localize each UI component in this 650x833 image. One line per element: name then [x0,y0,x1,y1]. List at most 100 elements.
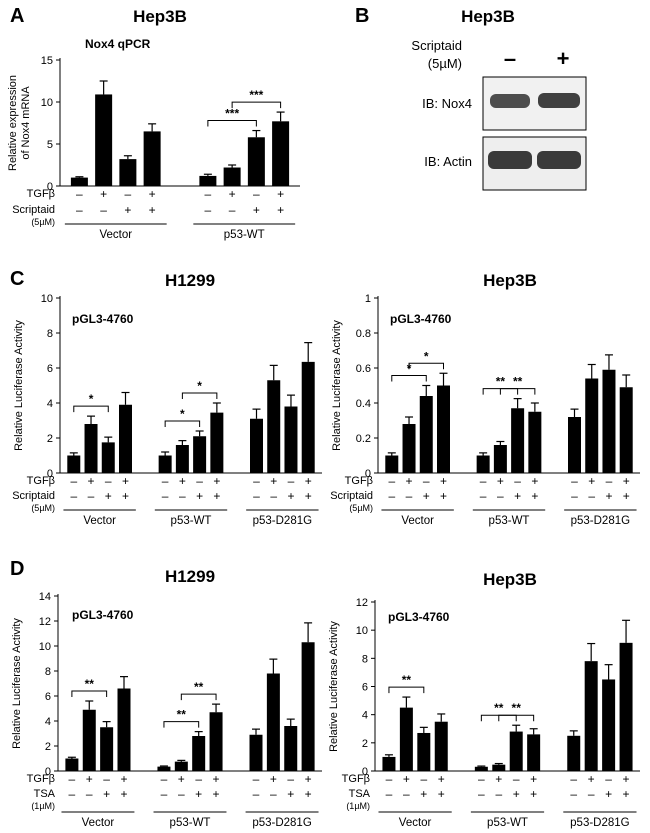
condition-sign: + [103,787,110,801]
significance-bracket [180,693,217,701]
condition-sign: + [213,489,220,503]
significance-label: * [180,407,185,421]
chart-title: H1299 [165,271,215,290]
actin-band-lane2 [537,151,581,169]
condition-sign: – [253,772,260,786]
condition-sign: + [440,474,447,488]
condition-sign: – [514,474,521,488]
bar [158,455,172,473]
bar [301,361,315,473]
condition-sign: – [605,772,612,786]
condition-sign: + [149,187,156,201]
condition-sign: + [531,489,538,503]
condition-sign: + [605,787,612,801]
condition-sign: + [270,772,277,786]
condition-sign: – [513,772,520,786]
y-axis-label: Relative Luciferase Activity [331,320,343,451]
condition-sign: + [196,489,203,503]
y-tick-label: 0.4 [356,398,371,410]
bar [119,404,132,473]
condition-sign: + [253,203,260,217]
condition-sign: + [122,489,129,503]
condition-sign: – [69,772,76,786]
blot-label-actin: IB: Actin [424,154,472,169]
bar [101,442,115,473]
panel-b-title: Hep3B [461,7,515,26]
bar [157,766,171,771]
condition-sign: + [305,787,312,801]
lane-sign-minus: – [504,46,516,71]
y-tick-label: 6 [362,682,368,694]
y-tick-label: 8 [362,653,368,665]
nox4-band-lane1 [490,94,530,108]
bar [382,756,396,771]
condition-sign: + [438,772,445,786]
significance-bracket [388,686,425,694]
significance-bracket [231,101,282,109]
condition-sign: + [100,187,107,201]
condition-sign: – [287,772,294,786]
condition-sign: – [196,474,203,488]
y-tick-label: 8 [45,666,51,678]
condition-sign: – [205,187,212,201]
y-tick-label: 10 [41,293,53,305]
bar [143,131,161,186]
inset-label: pGL3-4760 [388,610,450,624]
inset-label: pGL3-4760 [72,608,134,622]
bar [527,734,541,771]
y-axis-label-line2: of Nox4 mRNA [20,86,32,160]
y-axis-label: Relative Luciferase Activity [11,618,23,749]
y-tick-label: 12 [39,616,51,628]
bar [249,734,263,771]
condition-label: TGFβ [27,773,55,785]
significance-label: ** [194,680,204,694]
condition-sign: + [305,474,312,488]
condition-sign: – [178,787,185,801]
y-axis-label: Relative Luciferase Activity [13,320,25,451]
group-label: p53-WT [224,229,265,241]
condition-sign: – [162,489,169,503]
nox4-band-lane2 [538,93,580,108]
condition-sign: + [514,489,521,503]
condition-sign: – [403,787,410,801]
y-tick-label: 5 [47,139,53,151]
condition-sign: + [605,489,612,503]
bar [602,679,616,771]
condition-sign: – [571,474,578,488]
condition-sign: – [69,787,76,801]
condition-sign: + [120,787,127,801]
condition-sign: + [531,474,538,488]
bar [584,661,598,771]
condition-sign: – [103,772,110,786]
bar [528,411,542,473]
condition-sign: – [478,787,485,801]
panel-b-blot: Hep3B Scriptaid (5µM) – + IB: Nox4 IB: A… [411,7,587,191]
group-label: p53-D281G [570,817,630,829]
condition-label: TSA [34,788,56,800]
group-label: Vector [401,515,434,527]
condition-sign: + [530,772,537,786]
bar [437,385,450,473]
condition-sign: – [70,489,77,503]
condition-sign: + [305,772,312,786]
chart-a-hep3b-qpcr: Hep3B Nox4 qPCR Relative expression of Nox4… [7,7,300,241]
y-tick-label: 10 [41,97,53,109]
condition-dose: (1µM) [31,801,55,811]
condition-sign: – [388,474,395,488]
significance-label: ** [402,673,412,687]
condition-sign: + [497,474,504,488]
condition-sign: + [513,787,520,801]
y-tick-label: 12 [356,597,368,609]
y-tick-label: 10 [356,625,368,637]
bar [402,424,416,473]
bar [84,424,98,473]
condition-label: TGFβ [345,475,373,487]
y-tick-label: 2 [362,738,368,750]
chart-d-h1299: H1299 pGL3-4760 Relative Luciferase Activi… [11,567,322,829]
condition-sign: + [403,772,410,786]
condition-sign: + [178,772,185,786]
bar [67,455,81,473]
condition-sign: – [480,474,487,488]
bar [602,369,616,473]
chart-title: Hep3B [483,570,537,589]
